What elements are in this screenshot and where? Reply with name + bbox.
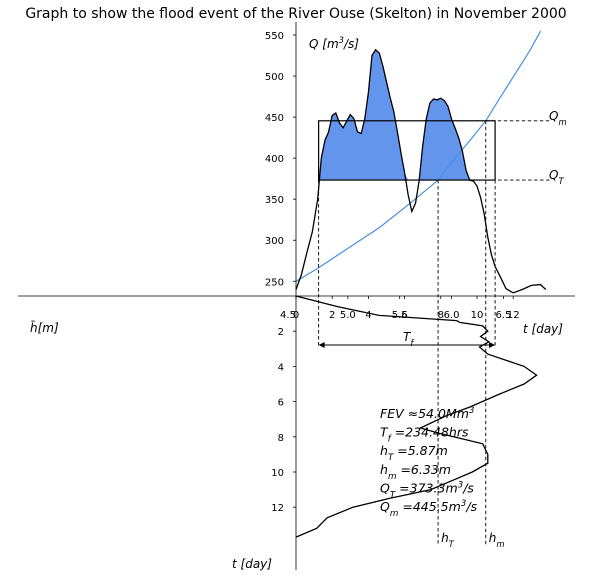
h-tick-label: 5.0: [340, 310, 356, 321]
h-tick-label: 4.5: [280, 310, 296, 321]
result-q-t: QT =373.3m3/s: [380, 480, 474, 500]
axes: [18, 22, 575, 570]
q-tick-label: 350: [265, 195, 284, 206]
result-h-t: hT =5.87m: [380, 443, 448, 463]
tf-arrow-right-head: [489, 342, 496, 348]
chart-title: Graph to show the flood event of the Riv…: [25, 6, 566, 22]
q-tick-label: 500: [265, 72, 284, 83]
q-tick-label: 450: [265, 113, 284, 124]
stage-tick-label: 10: [271, 468, 284, 479]
hydro-time-axis-label: t [day]: [523, 322, 563, 336]
t-tick-label: 0: [293, 310, 299, 321]
qm-label: Qm: [549, 109, 567, 127]
q-tick-label: 250: [265, 277, 284, 288]
hydrograph-line: [295, 48, 547, 294]
t-tick-label: 10: [471, 310, 484, 321]
stage-tick-label: 6: [278, 398, 284, 409]
t-tick-label: 8: [438, 310, 444, 321]
stage-tick-label: 8: [278, 433, 284, 444]
q-axis-label: Q [m3/s]: [309, 35, 359, 51]
t-tick-label: 12: [507, 310, 520, 321]
axis-labels: Q [m3/s] t [day] h̄[m] t [day] Qm QT Tf hm hT: [30, 35, 567, 571]
q-tick-label: 300: [265, 236, 284, 247]
q-tick-label: 550: [265, 31, 284, 42]
stage-tick-label: 12: [271, 503, 284, 514]
h-tick-label: 6.5: [495, 310, 511, 321]
hm-label: hm: [489, 531, 505, 549]
result-t-f: Tf =234.48hrs: [380, 425, 469, 445]
tf-label: Tf: [403, 330, 414, 348]
result-h-m: hm =6.33m: [380, 462, 451, 482]
tf-arrow-left-head: [318, 342, 325, 348]
stage-axis-label: h̄[m]: [30, 321, 59, 335]
rating-curve-line: [295, 30, 542, 282]
q-tick-label: 400: [265, 154, 284, 165]
stage-time-series-line: [295, 295, 538, 538]
flood-volume-box: [318, 120, 496, 181]
result-fev: FEV ≈54.0Mm3: [380, 406, 474, 421]
result-q-m: Qm =445.5m3/s: [380, 499, 478, 519]
ht-label: hT: [441, 531, 455, 549]
t-tick-label: 4: [365, 310, 371, 321]
qt-label: QT: [549, 168, 564, 186]
t-tick-label: 6: [401, 310, 407, 321]
h-tick-label: 6.0: [444, 310, 460, 321]
flood-volume-fill: [318, 49, 496, 181]
h-tick-label: 5.5: [392, 310, 408, 321]
stage-tick-label: 2: [278, 327, 284, 338]
stage-tick-label: 4: [278, 362, 284, 373]
stage-time-axis-label: t [day]: [232, 557, 272, 571]
t-tick-label: 2: [329, 310, 335, 321]
